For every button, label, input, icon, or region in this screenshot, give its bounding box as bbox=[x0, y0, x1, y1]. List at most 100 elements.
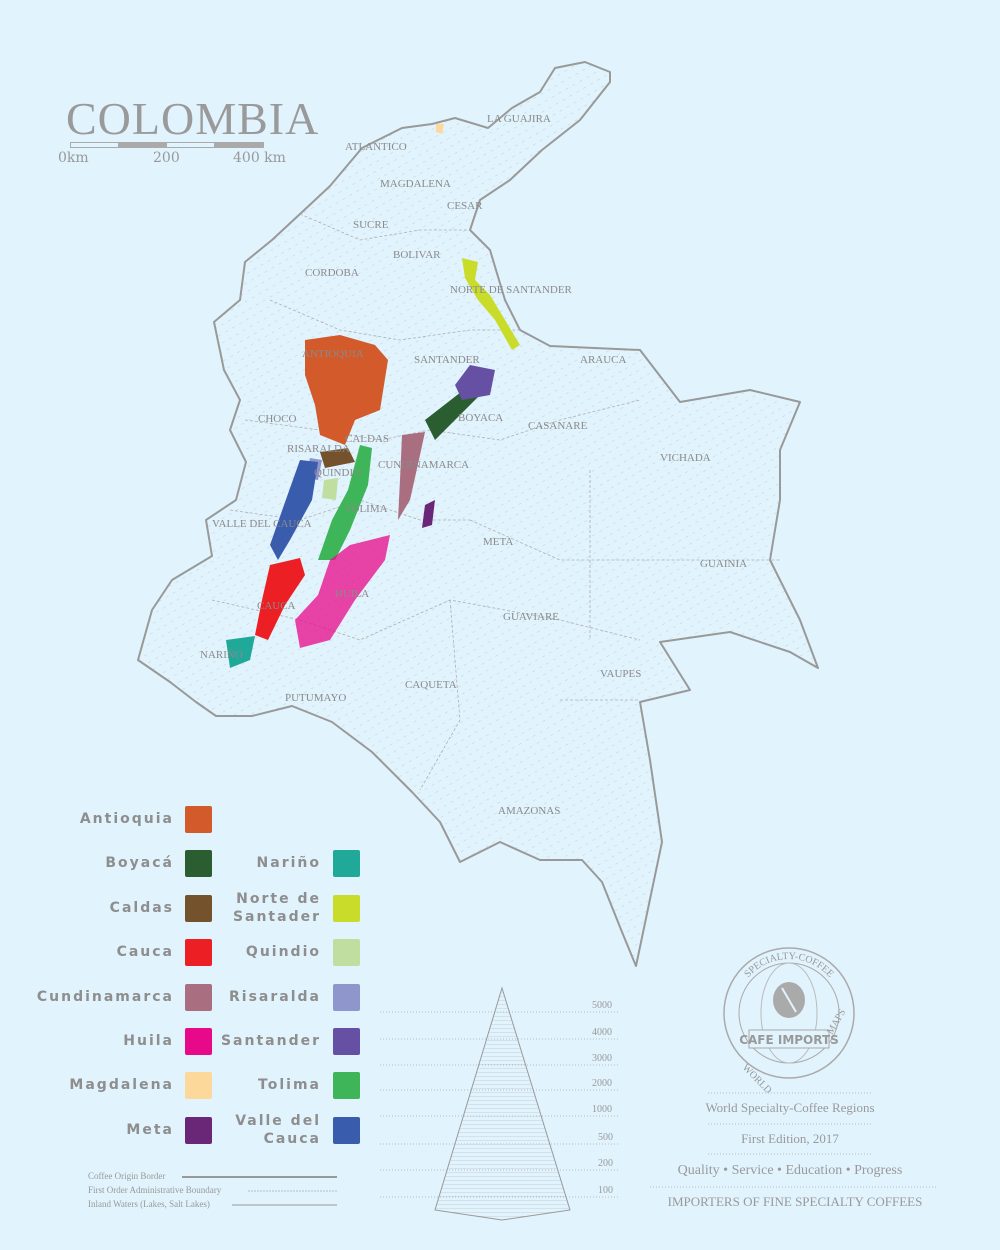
scale-bar bbox=[70, 142, 264, 148]
legend-swatch-risaralda bbox=[333, 984, 360, 1011]
region-label: SANTANDER bbox=[414, 354, 480, 366]
line-legend-lines bbox=[182, 1176, 337, 1206]
legend-swatch-narino bbox=[333, 850, 360, 877]
legend-label-cauca: Cauca bbox=[116, 944, 174, 960]
cafe-imports-logo: CAFE IMPORTS SPECIALTY-COFFEE WORLD MAPS bbox=[723, 947, 855, 1096]
region-label: MAGDALENA bbox=[380, 178, 451, 190]
logo-left-text: WORLD bbox=[740, 1062, 774, 1096]
region-label: VICHADA bbox=[660, 452, 711, 464]
region-label: CHOCO bbox=[258, 413, 297, 425]
legend-swatch-valle-del-cauca bbox=[333, 1117, 360, 1144]
elevation-label: 1000 bbox=[592, 1104, 612, 1115]
elevation-label: 500 bbox=[598, 1132, 613, 1143]
legend-swatch-caldas bbox=[185, 895, 212, 922]
legend-label-cundinamarca: Cundinamarca bbox=[36, 989, 174, 1005]
legend-swatch-cauca bbox=[185, 939, 212, 966]
region-label: META bbox=[483, 536, 513, 548]
legend-label-santander: Santander bbox=[220, 1033, 321, 1049]
legend-label-caldas: Caldas bbox=[109, 900, 174, 916]
elevation-label: 4000 bbox=[592, 1027, 612, 1038]
legend-label-quindio: Quindio bbox=[245, 944, 321, 960]
legend-label-risaralda: Risaralda bbox=[229, 989, 321, 1005]
line-legend-coffee-border: Coffee Origin Border bbox=[88, 1171, 166, 1181]
region-label: PUTUMAYO bbox=[285, 692, 346, 704]
region-cauca bbox=[255, 558, 305, 640]
elevation-label: 200 bbox=[598, 1158, 613, 1169]
region-label: ATLANTICO bbox=[345, 141, 407, 153]
region-norte-santander bbox=[462, 258, 520, 350]
scale-label-200: 200 bbox=[153, 150, 180, 166]
legend-label-huila: Huila bbox=[123, 1033, 174, 1049]
scale-label-0: 0km bbox=[58, 150, 89, 166]
map-title: COLOMBIA bbox=[66, 93, 320, 144]
region-label: BOYACA bbox=[458, 412, 503, 424]
region-label: CALDAS bbox=[345, 433, 389, 445]
region-label: CESAR bbox=[447, 200, 483, 212]
region-label: HUILA bbox=[335, 588, 369, 600]
region-label: CASANARE bbox=[528, 420, 588, 432]
legend-swatch-magdalena bbox=[185, 1072, 212, 1099]
legend-swatch-norte-santander bbox=[333, 895, 360, 922]
legend-label-antioquia: Antioquia bbox=[79, 811, 174, 827]
logo-right-text: MAPS bbox=[825, 1007, 848, 1036]
scale-label-400: 400 km bbox=[233, 150, 286, 166]
legend-label-norte-santander: Norte de Santader bbox=[232, 891, 321, 925]
region-labels: LA GUAJIRA ATLANTICO MAGDALENA CESAR SUC… bbox=[200, 113, 747, 817]
legend-swatch-tolima bbox=[333, 1072, 360, 1099]
legend-label-valle-del-cauca: Valle del Cauca bbox=[235, 1113, 321, 1147]
legend-label-boyaca: Boyacá bbox=[105, 855, 174, 871]
legend-label-tolima: Tolima bbox=[258, 1077, 321, 1093]
elevation-label: 3000 bbox=[592, 1053, 612, 1064]
region-label: LA GUAJIRA bbox=[487, 113, 551, 125]
elevation-label: 100 bbox=[598, 1185, 613, 1196]
region-label: BOLIVAR bbox=[393, 249, 441, 261]
line-legend-admin-boundary: First Order Administrative Boundary bbox=[88, 1185, 222, 1195]
region-label: CUNDINAMARCA bbox=[378, 459, 469, 471]
region-antioquia bbox=[305, 335, 388, 445]
logo-banner: CAFE IMPORTS bbox=[739, 1033, 839, 1047]
info-series: World Specialty-Coffee Regions bbox=[705, 1100, 875, 1115]
region-label: ANTIOQUIA bbox=[302, 348, 364, 360]
region-label: ARAUCA bbox=[580, 354, 627, 366]
region-label: VAUPES bbox=[600, 668, 641, 680]
region-caldas bbox=[320, 448, 355, 468]
region-magdalena bbox=[436, 124, 444, 134]
legend-swatch-quindio bbox=[333, 939, 360, 966]
info-values: Quality • Service • Education • Progress bbox=[677, 1163, 903, 1178]
legend-swatch-huila bbox=[185, 1028, 212, 1055]
region-label: GUAINIA bbox=[700, 558, 747, 570]
region-label: QUINDIO bbox=[314, 467, 361, 479]
region-label: VALLE DEL CAUCA bbox=[212, 518, 312, 530]
region-meta bbox=[422, 500, 435, 528]
region-label: SUCRE bbox=[353, 219, 389, 231]
legend-swatch-santander bbox=[333, 1028, 360, 1055]
region-label: CORDOBA bbox=[305, 267, 359, 279]
legend-swatch-cundinamarca bbox=[185, 984, 212, 1011]
region-narino bbox=[226, 636, 255, 668]
legend-label-meta: Meta bbox=[126, 1122, 174, 1138]
region-label: NORTE DE SANTANDER bbox=[450, 284, 573, 296]
info-tagline: IMPORTERS OF FINE SPECIALTY COFFEES bbox=[667, 1194, 923, 1209]
elevation-pyramid: 5000 4000 3000 2000 1000 500 200 100 bbox=[380, 986, 620, 1221]
region-huila bbox=[295, 535, 390, 648]
region-label: CAUCA bbox=[257, 600, 296, 612]
region-label: NARIÑO bbox=[200, 649, 243, 661]
info-edition: First Edition, 2017 bbox=[741, 1131, 839, 1146]
region-santander bbox=[455, 365, 495, 400]
line-legend-inland-waters: Inland Waters (Lakes, Salt Lakes) bbox=[88, 1199, 210, 1209]
region-label: AMAZONAS bbox=[498, 805, 560, 817]
legend-label-magdalena: Magdalena bbox=[69, 1077, 174, 1093]
legend-swatch-boyaca bbox=[185, 850, 212, 877]
region-valle bbox=[270, 460, 318, 560]
region-label: TOLIMA bbox=[345, 503, 388, 515]
legend-label-narino: Nariño bbox=[256, 855, 321, 871]
region-quindio bbox=[322, 478, 338, 500]
elevation-label: 5000 bbox=[592, 1000, 612, 1011]
region-cundinamarca bbox=[398, 432, 425, 520]
region-tolima bbox=[318, 445, 372, 560]
region-label: GUAVIARE bbox=[503, 611, 559, 623]
country-outline bbox=[137, 61, 819, 967]
elevation-label: 2000 bbox=[592, 1078, 612, 1089]
legend-swatch-meta bbox=[185, 1117, 212, 1144]
